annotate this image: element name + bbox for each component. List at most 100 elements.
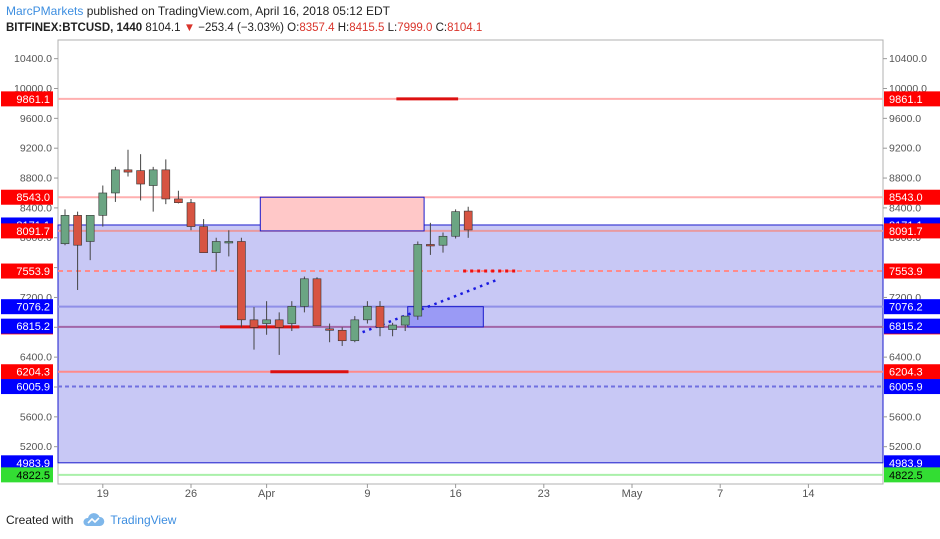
price-label-left: 6005.9: [16, 382, 50, 394]
candle-body[interactable]: [287, 306, 297, 324]
price-label-left: 4983.9: [16, 458, 50, 470]
x-tick-label: 9: [364, 488, 370, 500]
close-value: 8104.1: [447, 22, 483, 34]
footer: Created with TradingView: [6, 513, 176, 527]
price-label-left-bg: [1, 467, 53, 483]
candle-body[interactable]: [148, 169, 158, 186]
author-link[interactable]: MarcPMarkets: [6, 4, 84, 18]
y-tick-label-left: 6400.0: [20, 352, 52, 364]
price-label-right: 7076.2: [889, 302, 923, 314]
price-label-right: 6005.9: [889, 382, 923, 394]
y-tick-label-right: 6400.0: [889, 352, 921, 364]
candle-body[interactable]: [136, 170, 145, 185]
candle-body[interactable]: [350, 319, 360, 342]
chart-header: MarcPMarkets published on TradingView.co…: [6, 3, 482, 37]
price-label-left-bg: [1, 455, 53, 471]
price-label-right: 8091.7: [889, 226, 923, 238]
candle-body[interactable]: [98, 192, 108, 216]
candle-body[interactable]: [400, 315, 410, 326]
candle-body[interactable]: [274, 319, 284, 328]
candle-body[interactable]: [111, 169, 120, 194]
price-label-right-bg: [884, 455, 940, 471]
candle-body[interactable]: [60, 215, 70, 245]
price-label-left-bg: [1, 91, 53, 107]
price-label-right: 7553.9: [889, 266, 923, 278]
candle-body[interactable]: [249, 319, 259, 328]
candle-body[interactable]: [161, 169, 171, 200]
price-label-right: 8543.0: [889, 192, 923, 204]
candle-body[interactable]: [211, 241, 221, 253]
high-value: 8415.5: [349, 22, 385, 34]
candle-body[interactable]: [388, 324, 397, 330]
candle-body[interactable]: [85, 215, 95, 242]
y-tick-label-right: 9200.0: [889, 143, 921, 155]
candle-body[interactable]: [312, 278, 322, 327]
price-label-left: 6204.3: [16, 367, 50, 379]
candle-body[interactable]: [438, 235, 448, 246]
candle-body[interactable]: [262, 319, 271, 324]
price-label-right: 4822.5: [889, 470, 923, 482]
price-label-left-bg: [1, 318, 53, 334]
tradingview-cloud-icon[interactable]: [81, 513, 105, 527]
open-label: O:: [287, 22, 300, 34]
candle-body[interactable]: [237, 241, 246, 321]
candle-body[interactable]: [224, 241, 234, 244]
price-label-left: 7076.2: [16, 302, 50, 314]
candle-body[interactable]: [300, 278, 309, 307]
price-label-right-bg: [884, 379, 940, 395]
range-zone: [57, 224, 884, 464]
y-tick-label-left: 8800.0: [20, 173, 52, 185]
candle-body[interactable]: [73, 215, 82, 246]
y-tick-label-right: 8400.0: [889, 202, 921, 214]
price-label-right-bg: [884, 189, 940, 205]
candle-body[interactable]: [325, 328, 334, 331]
price-change: −253.4 (−3.03%): [198, 22, 284, 34]
price-label-left-bg: [1, 299, 53, 315]
y-tick-label-right: 8800.0: [889, 173, 921, 185]
x-tick-label: 23: [538, 488, 550, 500]
price-label-left-bg: [1, 263, 53, 279]
candle-body[interactable]: [363, 306, 372, 321]
ohlc-row: BITFINEX:BTCUSD, 1440 8104.1 ▼ −253.4 (−…: [6, 20, 482, 37]
price-label-left: 9861.1: [16, 94, 50, 106]
y-tick-label-left: 5600.0: [20, 411, 52, 423]
price-label-left: 6815.2: [16, 321, 50, 333]
price-label-right-bg: [884, 467, 940, 483]
x-tick-label: 26: [185, 488, 197, 500]
y-tick-label-right: 9600.0: [889, 113, 921, 125]
price-label-right-bg: [884, 318, 940, 334]
price-label-left-bg: [1, 364, 53, 380]
candle-body[interactable]: [199, 226, 208, 253]
tradingview-link[interactable]: TradingView: [110, 513, 177, 527]
created-with-text: Created with: [6, 513, 74, 527]
price-label-right-bg: [884, 91, 940, 107]
candle-body[interactable]: [426, 244, 435, 247]
low-value: 7999.0: [397, 22, 433, 34]
price-label-right-bg: [884, 263, 940, 279]
price-label-left: 8543.0: [16, 192, 50, 204]
price-label-left: 8091.7: [16, 226, 50, 238]
x-tick-label: 14: [802, 488, 814, 500]
y-tick-label-left: 9600.0: [20, 113, 52, 125]
y-tick-label-left: 5200.0: [20, 441, 52, 453]
price-chart[interactable]: 5200.05200.05600.05600.06000.06000.06400…: [0, 0, 940, 510]
price-label-left: 7553.9: [16, 266, 50, 278]
close-label: C:: [435, 22, 448, 34]
candle-body[interactable]: [375, 306, 385, 328]
price-label-left-bg: [1, 379, 53, 395]
candle-body[interactable]: [186, 202, 196, 227]
candle-body[interactable]: [174, 198, 183, 203]
down-triangle-icon: ▼: [183, 22, 196, 34]
price-label-right: 9861.1: [889, 94, 923, 106]
candle-body[interactable]: [337, 329, 347, 342]
low-label: L:: [387, 22, 398, 34]
candle-body[interactable]: [123, 169, 133, 173]
y-tick-label-right: 5200.0: [889, 441, 921, 453]
candle-body[interactable]: [413, 244, 423, 317]
candle-body[interactable]: [463, 210, 473, 231]
y-tick-label-left: 9200.0: [20, 143, 52, 155]
high-label: H:: [337, 22, 350, 34]
symbol-label: BITFINEX:BTCUSD, 1440: [6, 22, 143, 34]
candle-body[interactable]: [451, 211, 460, 237]
x-tick-label: May: [622, 488, 643, 500]
